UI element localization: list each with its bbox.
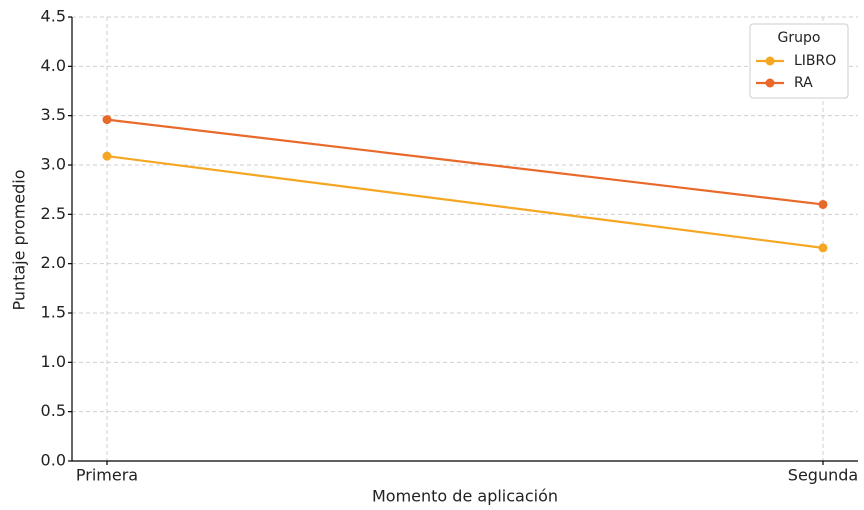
x-tick-label: Primera [76, 466, 138, 485]
legend-marker [765, 56, 775, 66]
y-tick-label: 0.5 [41, 401, 66, 420]
point [818, 199, 828, 209]
legend-label: LIBRO [794, 53, 836, 69]
point [102, 115, 112, 125]
legend-label: RA [794, 75, 813, 91]
point [102, 151, 112, 161]
x-axis-label: Momento de aplicación [372, 487, 558, 506]
y-tick-label: 4.0 [41, 56, 66, 75]
y-tick-label: 1.0 [41, 352, 66, 371]
legend-marker [765, 78, 775, 88]
y-tick-label: 3.5 [41, 105, 66, 124]
y-axis-label: Puntaje promedio [10, 169, 29, 310]
series-line [106, 118, 824, 206]
y-tick-label: 3.0 [41, 155, 66, 174]
legend-box [749, 23, 849, 99]
point [818, 243, 828, 253]
legend-title: Grupo [778, 30, 821, 46]
x-tick-label: Segunda [788, 466, 858, 485]
y-tick-label: 0.0 [41, 451, 66, 470]
series-line [106, 155, 824, 249]
y-tick-label: 2.5 [41, 204, 66, 223]
y-tick-label: 1.5 [41, 303, 66, 322]
y-tick-label: 4.5 [41, 7, 66, 26]
legend: Grupo LIBRO RA [749, 23, 849, 99]
y-tick-label: 2.0 [41, 253, 66, 272]
